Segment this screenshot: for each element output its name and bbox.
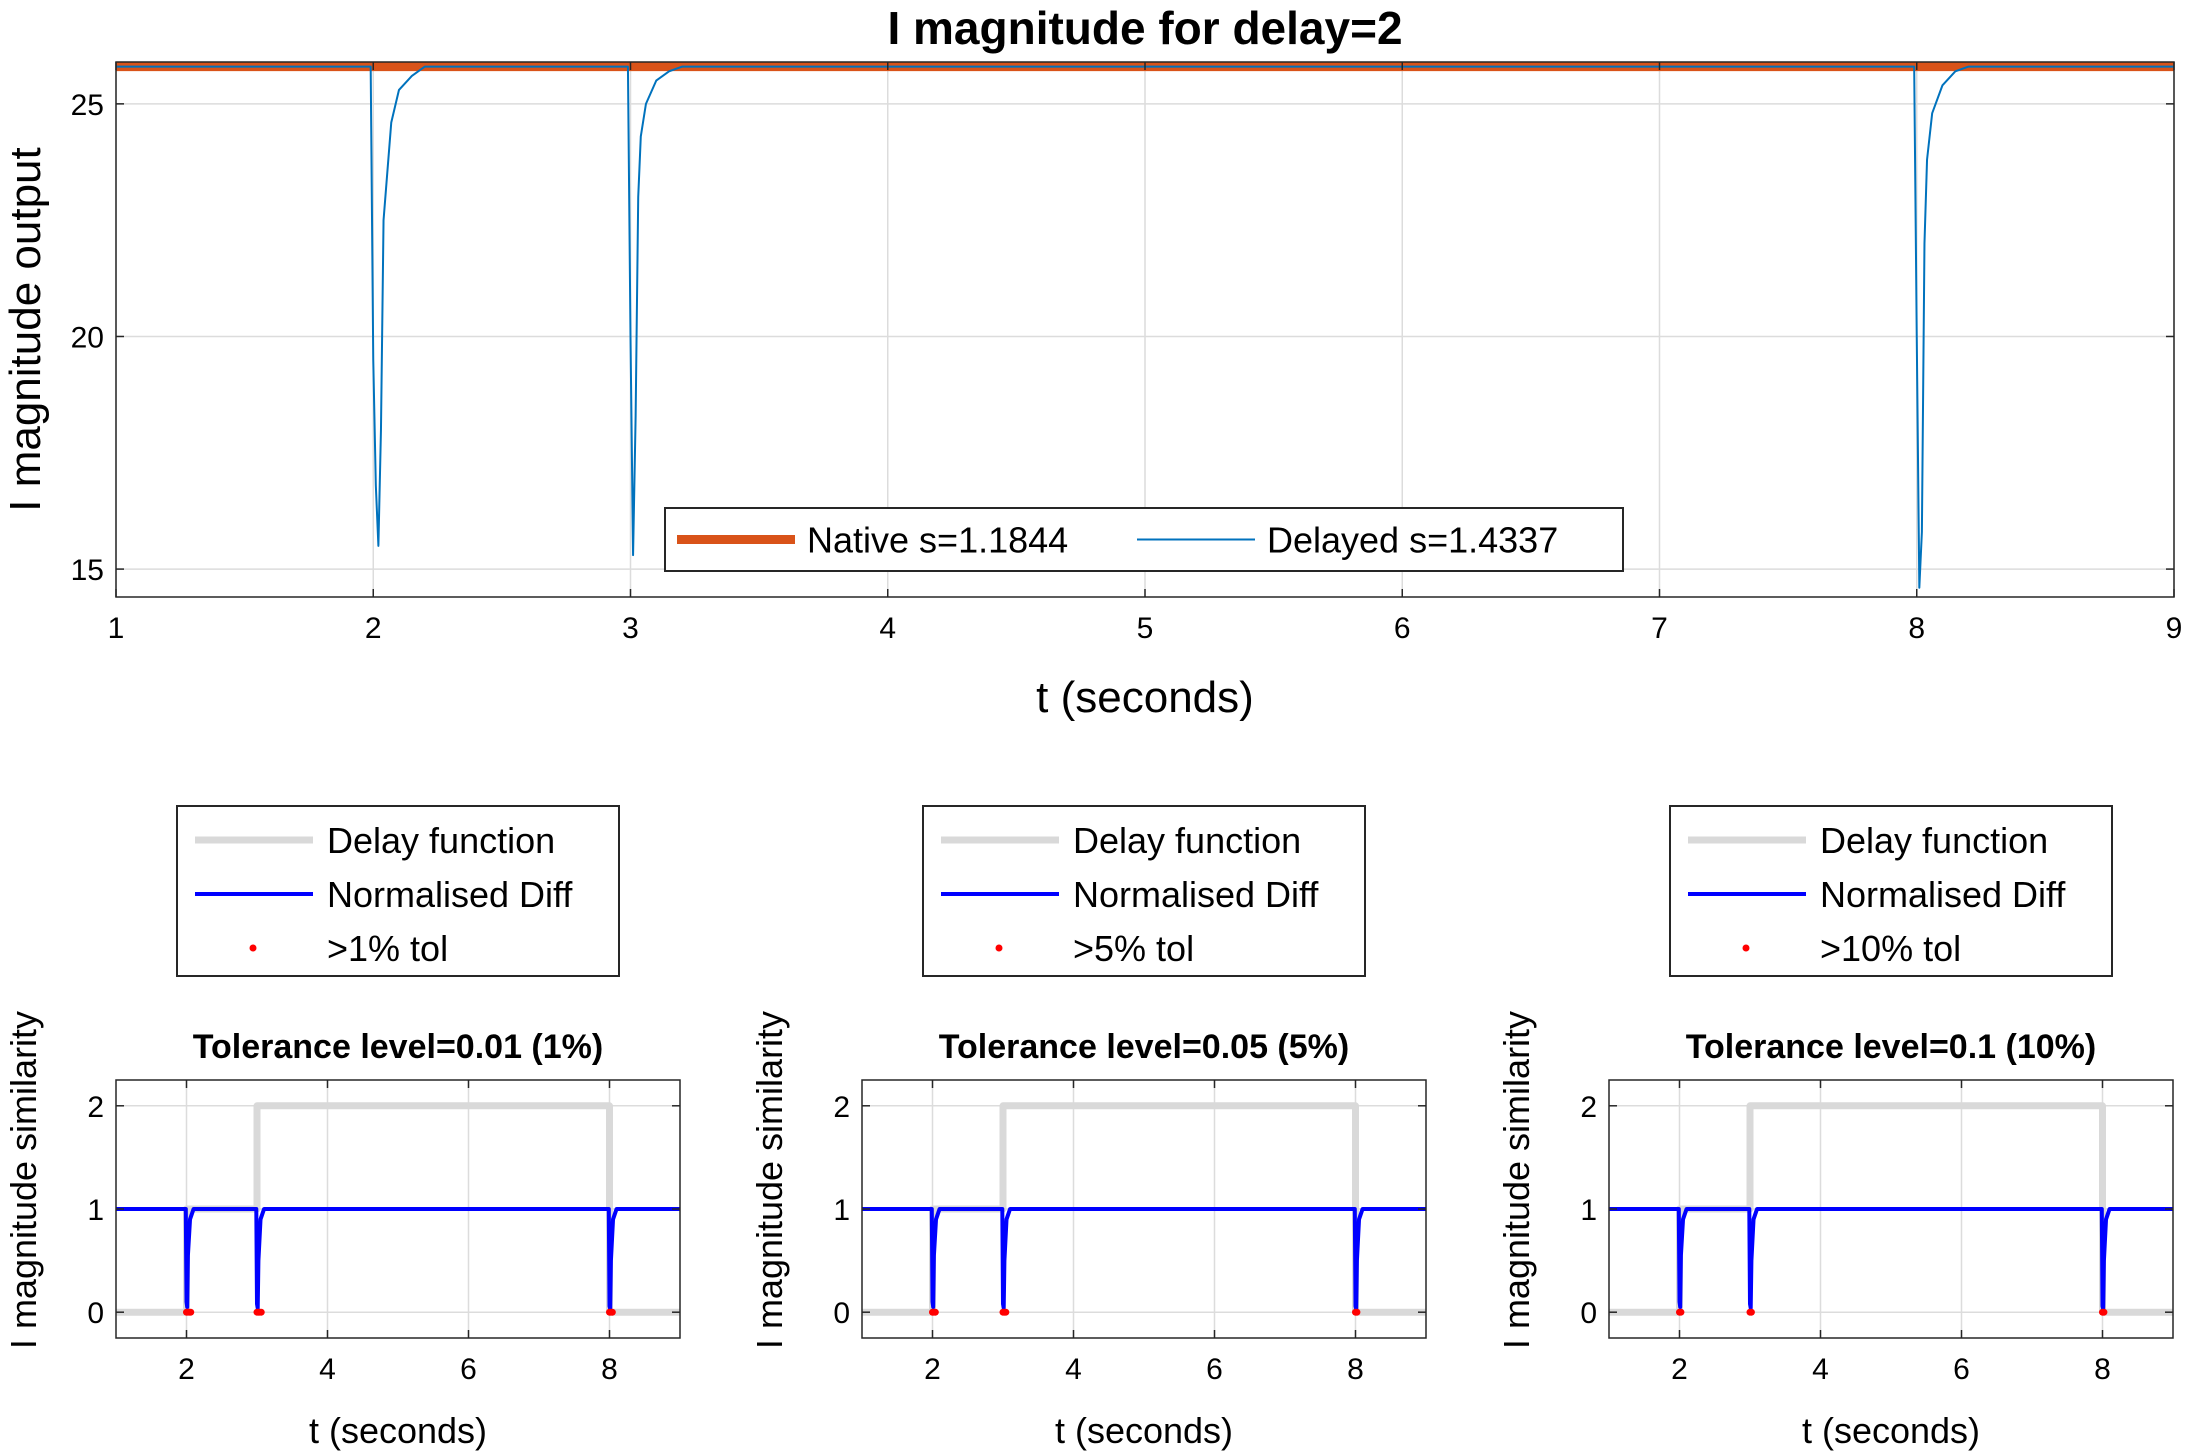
chart-title: Tolerance level=0.05 (5%)	[939, 1028, 1349, 1066]
legend: Delay function Normalised Diff >5% tol	[922, 805, 1366, 977]
y-tick-label: 0	[1580, 1297, 1597, 1330]
y-tick-label: 0	[833, 1297, 850, 1330]
tolerance-point	[257, 1308, 265, 1316]
series-group	[1609, 1102, 2173, 1316]
x-tick-label: 8	[1908, 612, 1925, 645]
y-tick-label: 25	[71, 89, 104, 122]
legend-entry: Delay function	[1820, 820, 2048, 861]
tolerance-point	[1353, 1308, 1361, 1316]
y-tick-label: 1	[833, 1194, 850, 1227]
series-line-2	[1609, 1207, 2173, 1312]
chart-title: I magnitude for delay=2	[887, 2, 1402, 54]
legend-entry: Normalised Diff	[1820, 874, 2066, 915]
x-tick-label: 2	[1671, 1353, 1688, 1386]
x-tick-label: 4	[1812, 1353, 1829, 1386]
x-tick-label: 2	[365, 612, 382, 645]
legend-entry: Delay function	[1073, 820, 1301, 861]
chart-title: Tolerance level=0.1 (10%)	[1686, 1028, 2096, 1066]
y-tick-label: 0	[87, 1297, 104, 1330]
tolerance-point	[1747, 1308, 1755, 1316]
x-tick-label: 4	[319, 1353, 336, 1386]
x-axis-label: t (seconds)	[1055, 1410, 1233, 1451]
legend-entry: Normalised Diff	[1073, 874, 1319, 915]
tolerance-point	[2100, 1308, 2108, 1316]
x-tick-label: 1	[108, 612, 125, 645]
y-tick-label: 2	[833, 1091, 850, 1124]
x-axis-label: t (seconds)	[309, 1410, 487, 1451]
x-axis-label: t (seconds)	[1802, 1410, 1980, 1451]
x-tick-label: 7	[1651, 612, 1668, 645]
chart-3: 2 4 6 8 0 1 2 Tolerance level=0.05 (5%) t (secon…	[749, 805, 1427, 1451]
y-tick-label: 20	[71, 321, 104, 354]
y-tick-label: 2	[87, 1091, 104, 1124]
series-line-2	[862, 1207, 1426, 1312]
tolerance-point	[608, 1308, 616, 1316]
legend-entry: >1% tol	[327, 928, 448, 969]
legend-entry: >10% tol	[1820, 928, 1961, 969]
legend: Delay function Normalised Diff >10% tol	[1669, 805, 2113, 977]
legend-swatch	[995, 944, 1003, 952]
x-tick-label: 3	[622, 612, 639, 645]
y-axis-label: I magnitude similarity	[1496, 1011, 1537, 1349]
series-line-2	[116, 65, 2174, 589]
x-tick-label: 5	[1137, 612, 1154, 645]
series-group	[862, 1102, 1426, 1316]
legend-entry: >5% tol	[1073, 928, 1194, 969]
x-tick-label: 6	[1394, 612, 1411, 645]
x-tick-label: 6	[1953, 1353, 1970, 1386]
chart-1: 1 2 3 4 5 6 7 8 9 15 20 25 I magnitude for delay=2 t …	[1, 2, 2182, 722]
x-tick-label: 6	[460, 1353, 477, 1386]
y-axis-label: I magnitude similarity	[749, 1011, 790, 1349]
legend-entry: Delay function	[327, 820, 555, 861]
x-tick-label: 4	[879, 612, 896, 645]
y-tick-label: 1	[87, 1194, 104, 1227]
x-tick-label: 4	[1065, 1353, 1082, 1386]
y-tick-label: 2	[1580, 1091, 1597, 1124]
tolerance-point	[187, 1308, 195, 1316]
y-axis-label: I magnitude output	[1, 147, 50, 511]
x-tick-label: 8	[1347, 1353, 1364, 1386]
chart-2: 2 4 6 8 0 1 2 Tolerance level=0.01 (1%) t (secon…	[3, 805, 681, 1451]
series-group	[116, 1102, 680, 1316]
legend-entry: Native s=1.1844	[807, 520, 1068, 561]
x-tick-label: 8	[601, 1353, 618, 1386]
y-tick-label: 15	[71, 554, 104, 587]
legend: Native s=1.1844 Delayed s=1.4337	[664, 507, 1624, 572]
tolerance-point	[1002, 1308, 1010, 1316]
chart-4: 2 4 6 8 0 1 2 Tolerance level=0.1 (10%) t (secon…	[1496, 805, 2174, 1451]
x-tick-label: 9	[2166, 612, 2183, 645]
x-tick-label: 6	[1206, 1353, 1223, 1386]
x-tick-label: 2	[178, 1353, 195, 1386]
legend-entry: Normalised Diff	[327, 874, 573, 915]
series-line-2	[116, 1207, 680, 1312]
y-axis-label: I magnitude similarity	[3, 1011, 44, 1349]
tolerance-point	[931, 1308, 939, 1316]
legend-swatch	[249, 944, 257, 952]
legend-swatch	[1742, 944, 1750, 952]
chart-title: Tolerance level=0.01 (1%)	[193, 1028, 603, 1066]
legend-entry: Delayed s=1.4337	[1267, 520, 1558, 561]
x-tick-label: 2	[924, 1353, 941, 1386]
y-tick-label: 1	[1580, 1194, 1597, 1227]
x-axis-label: t (seconds)	[1036, 673, 1254, 722]
tolerance-point	[1677, 1308, 1685, 1316]
x-tick-label: 8	[2094, 1353, 2111, 1386]
legend: Delay function Normalised Diff >1% tol	[176, 805, 620, 977]
